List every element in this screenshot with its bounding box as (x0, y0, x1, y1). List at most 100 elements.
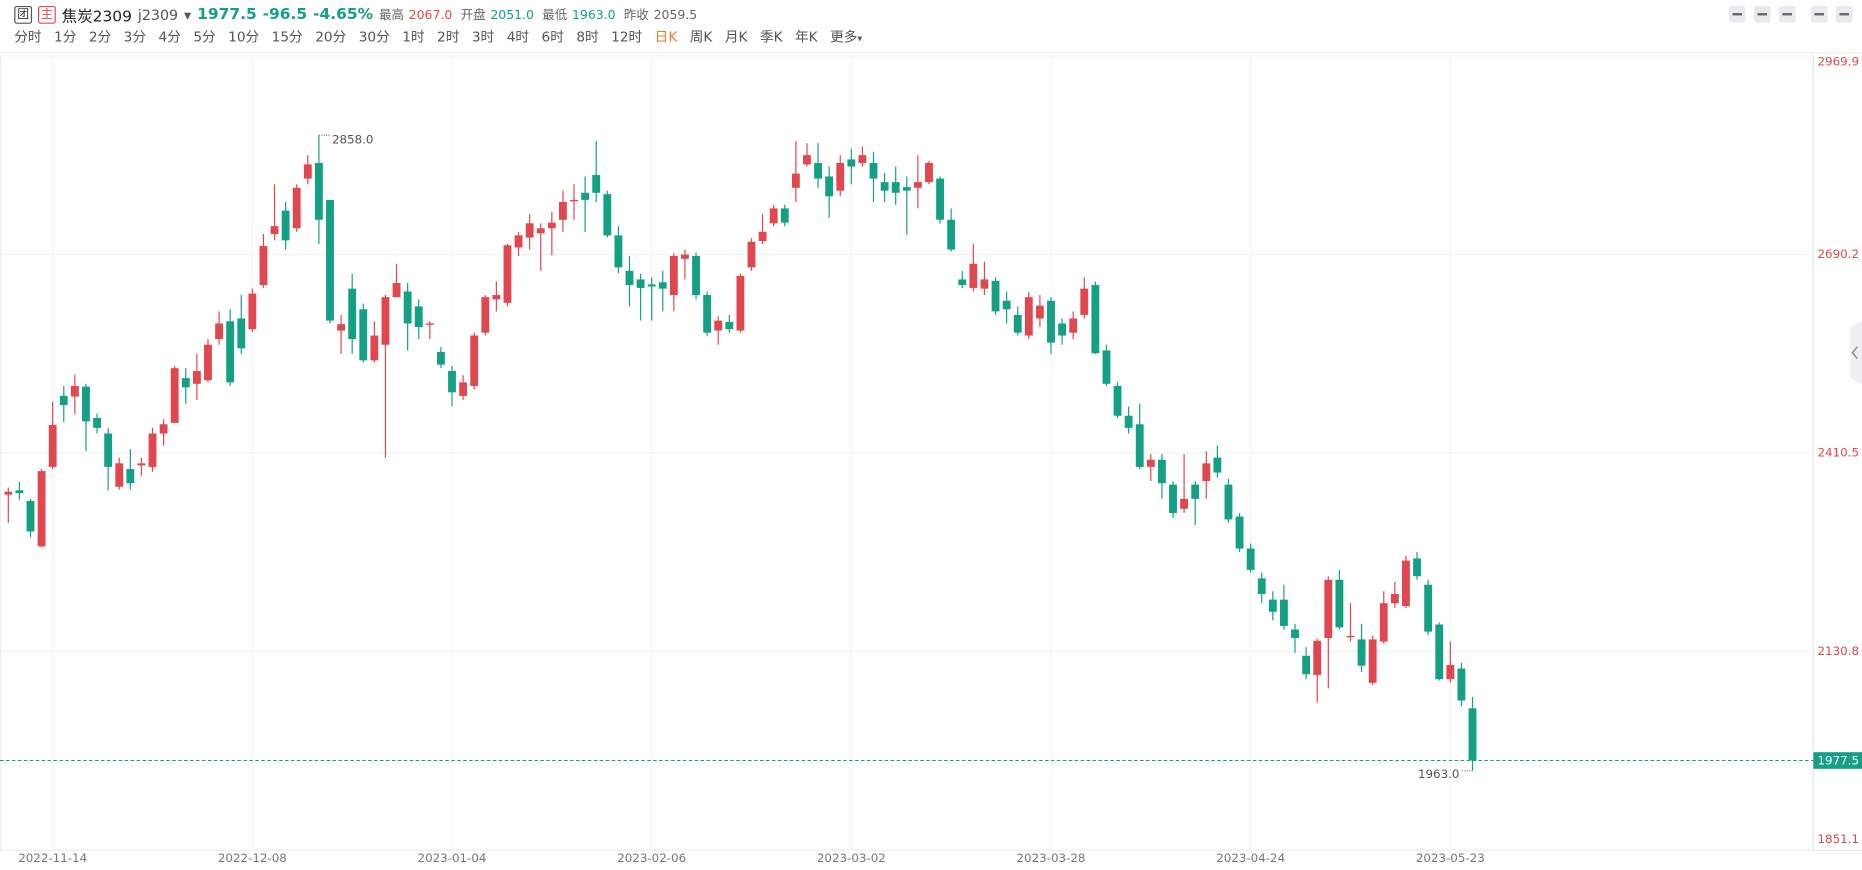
period-tab[interactable]: 更多▾ (830, 28, 863, 46)
contract-code[interactable]: j2309 (137, 6, 179, 24)
change-pct: -4.65% (313, 5, 374, 24)
period-tab[interactable]: 12时 (611, 28, 643, 46)
period-tab[interactable]: 3时 (471, 28, 495, 46)
candle-body (159, 424, 168, 434)
candle-body (1324, 579, 1333, 639)
candle-body (1313, 640, 1322, 675)
candle-body (303, 164, 312, 179)
badge[interactable]: 主 (38, 5, 56, 24)
candle-body (337, 324, 346, 331)
candle-body (314, 162, 323, 220)
candle-body (1457, 668, 1466, 701)
side-toggle[interactable] (1850, 320, 1862, 385)
contract-name: 焦炭2309 (61, 8, 132, 27)
candle-body (1235, 516, 1244, 549)
high-label: 2858.0 (332, 133, 374, 147)
candle-body (1379, 603, 1388, 642)
period-tab[interactable]: 周K (689, 28, 713, 46)
period-tab[interactable]: 分时 (14, 28, 42, 46)
candle-body (181, 378, 190, 388)
candle-body (348, 288, 357, 340)
x-tick-label: 2023-03-28 (1017, 851, 1086, 865)
tool-icon[interactable] (1810, 5, 1828, 23)
candle-body (259, 246, 268, 286)
period-tab[interactable]: 月K (724, 28, 748, 46)
change: -96.5 (262, 5, 308, 24)
candle-body (1146, 459, 1155, 467)
candle-body (1058, 323, 1067, 336)
period-tab[interactable]: 季K (759, 28, 783, 46)
stat-label: 开盘 (460, 8, 486, 23)
candle-body (403, 291, 412, 324)
period-tab[interactable]: 4时 (506, 28, 530, 46)
tool-icon[interactable] (1778, 5, 1796, 23)
candle-body (248, 293, 257, 330)
candle-body (891, 182, 900, 193)
candle-body (48, 424, 57, 467)
period-tab[interactable]: 3分 (123, 28, 147, 46)
candle-body (714, 320, 723, 331)
candle-body (1424, 584, 1433, 632)
tool-icon[interactable] (1729, 5, 1746, 23)
candle-body (791, 173, 800, 188)
candle-body (1346, 635, 1355, 638)
period-tab[interactable]: 日K (654, 28, 678, 46)
candle-body (947, 219, 956, 250)
candle-body (215, 323, 223, 340)
candle-body (1246, 548, 1255, 570)
period-tab[interactable]: 20分 (315, 28, 347, 46)
period-tab[interactable]: 4分 (158, 28, 181, 46)
period-tab[interactable]: 30分 (358, 28, 390, 46)
candle-body (525, 223, 534, 238)
candle-body (1047, 300, 1055, 343)
badge[interactable]: 团 (14, 5, 33, 24)
candle-body (492, 295, 501, 300)
candle-body (803, 155, 811, 165)
candle-body (170, 368, 179, 423)
candle-body (1335, 579, 1344, 628)
last-price-box (1813, 752, 1862, 769)
candle-body (204, 344, 212, 381)
caret[interactable]: ▾ (184, 6, 192, 24)
candle-body (1468, 708, 1477, 761)
price: 1977.5 (197, 5, 257, 24)
candle-body (1191, 484, 1200, 499)
period-tab[interactable]: 6时 (541, 28, 564, 46)
period-tab[interactable]: 15分 (271, 28, 303, 46)
candle-body (226, 321, 235, 383)
candle-body (15, 490, 24, 494)
period-tab[interactable]: 1分 (54, 28, 77, 46)
period-tab[interactable]: 5分 (193, 28, 216, 46)
tool-icon[interactable] (1753, 5, 1771, 23)
period-tab[interactable]: 10分 (228, 28, 260, 46)
period-tab[interactable]: 8时 (576, 28, 599, 46)
y-tick-label: 2690.2 (1818, 247, 1860, 261)
candle-body (769, 208, 778, 224)
candle-body (1180, 498, 1189, 509)
candle-body (836, 162, 845, 191)
period-tab[interactable]: 2时 (437, 28, 460, 46)
candle-body (148, 433, 157, 467)
period-tab[interactable]: 1时 (402, 28, 425, 46)
x-tick-label: 2023-02-06 (617, 851, 686, 865)
candle-body (425, 323, 434, 325)
candle-body (847, 159, 856, 167)
candle-body (481, 297, 490, 333)
candle-body (658, 282, 667, 289)
candle-body (936, 178, 944, 220)
period-tabs: 分时 1分 2分 3分 4分 5分 10分 15分 20分 30分 1时 2时 3时 4时 6时 8时 12时日… (14, 27, 862, 46)
candle-body (1435, 624, 1444, 680)
candle-body (237, 318, 246, 349)
candle-body (647, 284, 656, 287)
candle-body (925, 162, 933, 183)
divider (0, 52, 1862, 54)
period-tab[interactable]: 年K (795, 28, 818, 46)
candle-body (104, 433, 113, 467)
close-icon[interactable] (1835, 5, 1853, 23)
candle-body (614, 235, 623, 268)
candle-body (1446, 664, 1455, 680)
x-tick-label: 2022-12-08 (218, 851, 287, 865)
period-tab[interactable]: 2分 (88, 28, 112, 46)
candle-body (137, 463, 146, 466)
candle-body (1402, 560, 1410, 607)
